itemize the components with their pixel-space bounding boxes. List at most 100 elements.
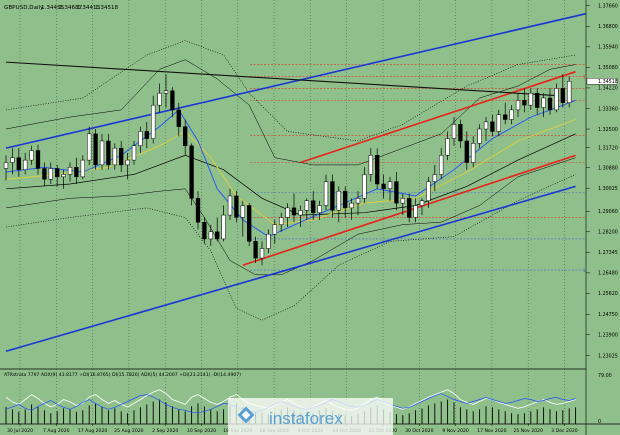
candle-body-bull <box>509 109 514 120</box>
candle <box>445 131 450 161</box>
candle <box>381 174 386 199</box>
candle-body-bull <box>496 114 501 132</box>
price-tick-label: 1.31720 <box>598 145 618 151</box>
candle-body-bull <box>157 92 162 106</box>
candle <box>362 167 367 204</box>
price-tick-label: 1.27345 <box>598 250 618 256</box>
candle <box>42 162 47 187</box>
candle-body-bull <box>10 157 15 163</box>
candle <box>541 93 546 118</box>
candle <box>215 217 220 242</box>
candle <box>298 205 303 228</box>
candle-body-bull <box>48 168 53 180</box>
candle <box>227 188 233 220</box>
candle-body-bull <box>439 155 444 175</box>
candle <box>407 193 412 223</box>
date-tick-label: 17 Aug 2020 <box>78 428 108 434</box>
candle <box>157 83 162 113</box>
candle-body-bull <box>387 181 393 190</box>
candle <box>234 191 239 223</box>
price-tick-label: 1.24750 <box>598 312 618 318</box>
candle-body-bull <box>445 138 450 156</box>
symbol-label: GBPUSD,Daily <box>4 5 44 11</box>
candle <box>163 74 169 108</box>
candle-body-bear <box>35 150 41 169</box>
candle-body-bear <box>311 200 316 213</box>
candle <box>131 140 137 165</box>
candle <box>547 88 553 115</box>
candle-body-bear <box>560 88 565 104</box>
candle <box>170 87 175 118</box>
candle-body-bull <box>355 198 361 204</box>
date-tick-label: 25 Nov 2020 <box>513 428 542 434</box>
candle <box>195 191 201 230</box>
candle-body-bear <box>394 181 399 204</box>
candle-body-bear <box>202 221 207 240</box>
candle <box>144 121 149 149</box>
price-tick-label: 1.26480 <box>598 271 618 277</box>
candle <box>535 88 540 115</box>
candle <box>426 176 431 208</box>
price-tick-label: 1.35080 <box>598 65 618 71</box>
candle-body-bear <box>535 92 540 108</box>
candle <box>138 126 143 153</box>
date-tick-label: 2 Sep 2020 <box>152 428 178 434</box>
candle <box>125 152 130 180</box>
candle-body-bull <box>349 202 354 209</box>
candle-body-bull <box>483 121 489 130</box>
watermark: instaforex <box>228 398 393 435</box>
candle <box>112 143 117 170</box>
price-tick-label: 1.32500 <box>598 127 618 133</box>
candle <box>323 174 329 211</box>
price-tick-label: 1.25620 <box>598 291 618 297</box>
price-tick-label: 1.23025 <box>598 353 618 359</box>
candle <box>87 126 92 165</box>
candle <box>74 157 79 184</box>
candle <box>202 217 207 244</box>
candle-body-bear <box>119 147 124 166</box>
indicator-label: ATRstrata 7797 ADX(9) 43.8177 +DI(16.876… <box>4 372 241 378</box>
candle-body-bull <box>285 207 290 218</box>
candle-body-bull <box>240 205 245 218</box>
candle <box>375 148 380 189</box>
candle <box>387 176 393 201</box>
candle <box>471 136 476 168</box>
osc-tick-label: 0 <box>598 419 601 425</box>
candle-body-bear <box>55 168 60 178</box>
candle-body-bear <box>176 109 181 127</box>
date-tick-label: 7 Aug 2020 <box>43 428 70 434</box>
candle-body-bull <box>87 133 92 161</box>
candle <box>419 198 425 216</box>
candle <box>349 198 354 220</box>
price-tick-label: 1.28200 <box>598 230 618 236</box>
candle-body-bull <box>400 198 405 204</box>
candle <box>567 76 572 108</box>
date-tick-label: 30 Oct 2020 <box>405 428 433 434</box>
current-price-label: 1.34518 <box>598 79 618 85</box>
candle <box>400 193 405 216</box>
candle <box>221 205 226 242</box>
candle-body-bull <box>3 162 9 169</box>
candle <box>279 212 284 232</box>
candle <box>509 105 514 125</box>
candle-body-bear <box>195 198 201 223</box>
candle <box>55 164 60 187</box>
candle <box>560 74 565 108</box>
candle-body-bear <box>503 114 508 120</box>
candle-body-bear <box>547 97 553 111</box>
date-tick-label: 25 Aug 2020 <box>114 428 144 434</box>
osc-tick-label: 79.00 <box>598 373 612 379</box>
candle <box>330 174 335 218</box>
candle-body-bull <box>419 200 425 206</box>
candle-body-bull <box>317 205 322 213</box>
candle <box>477 124 482 149</box>
ohlc-open: 1.34455 <box>41 5 65 11</box>
candle-body-bull <box>80 159 85 178</box>
candle-body-bull <box>151 104 156 139</box>
candle <box>272 219 277 244</box>
price-tick-label: 1.29060 <box>598 209 618 215</box>
candle-body-bear <box>407 198 412 218</box>
trendline-blue-lower <box>5 185 576 353</box>
candle-body-bear <box>375 155 380 185</box>
candle <box>151 95 156 144</box>
